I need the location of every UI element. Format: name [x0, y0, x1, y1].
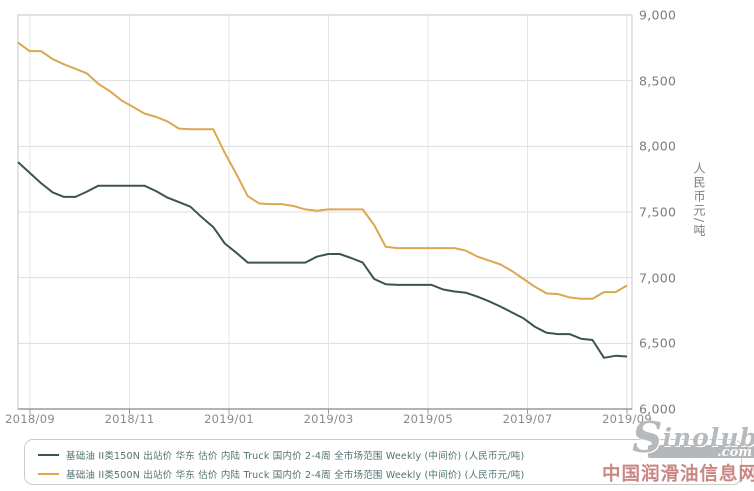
legend-swatch-500n	[38, 472, 59, 475]
series-line-500n	[17, 41, 628, 300]
legend-label-500n: 基础油 II类500N 出站价 华东 估价 内陆 Truck 国内价 2-4周 …	[66, 469, 525, 481]
x-tick-label: 2019/05	[403, 412, 453, 426]
y-tick-label: 6,500	[639, 335, 677, 351]
y-axis-title: 人民币元/吨	[692, 162, 706, 239]
legend-item-500n: 基础油 II类500N 出站价 华东 估价 内陆 Truck 国内价 2-4周 …	[38, 464, 741, 483]
x-tick-label: 2019/01	[204, 412, 254, 426]
y-tick-label: 8,500	[639, 73, 677, 89]
x-tick-label: 2019/09	[602, 412, 652, 426]
legend-item-150n: 基础油 II类150N 出站价 华东 估价 内陆 Truck 国内价 2-4周 …	[38, 445, 741, 464]
y-tick-label: 7,500	[639, 204, 677, 220]
y-tick-label: 6,000	[639, 401, 677, 417]
legend-box: 基础油 II类150N 出站价 华东 估价 内陆 Truck 国内价 2-4周 …	[24, 439, 742, 485]
y-tick-label: 7,000	[639, 270, 677, 286]
x-tick-label: 2019/03	[303, 412, 354, 426]
y-tick-label: 9,000	[639, 7, 677, 23]
x-tick-label: 2018/09	[5, 412, 55, 426]
x-tick-label: 2019/07	[502, 412, 553, 426]
legend-label-150n: 基础油 II类150N 出站价 华东 估价 内陆 Truck 国内价 2-4周 …	[66, 450, 525, 462]
y-tick-label: 8,000	[639, 138, 677, 154]
x-tick-label: 2018/11	[104, 412, 155, 426]
legend-swatch-150n	[38, 453, 59, 456]
series-line-150n	[17, 161, 628, 359]
